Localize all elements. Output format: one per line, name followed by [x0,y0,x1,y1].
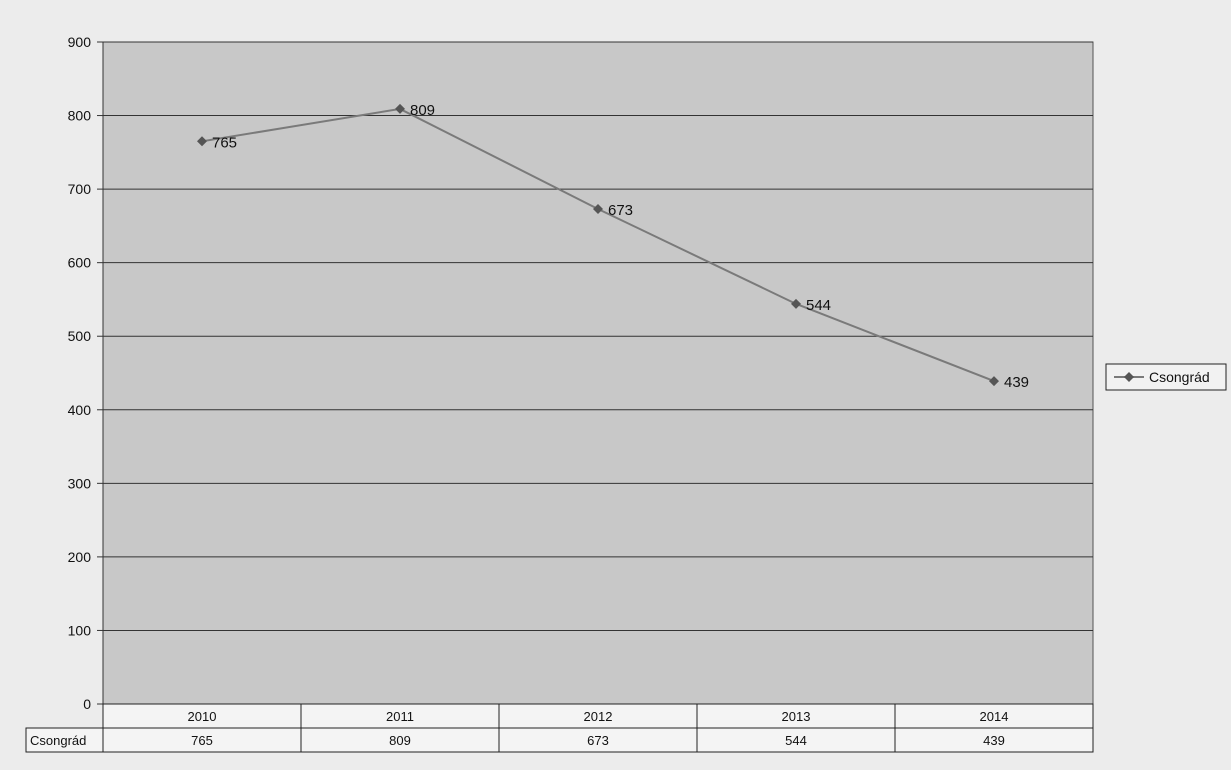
y-tick-label: 300 [68,475,92,491]
data-label-2010: 765 [212,134,237,151]
x-tick-label: 2012 [584,709,613,724]
data-label-2014: 439 [1004,374,1029,391]
y-tick-label: 100 [68,622,92,638]
data-label-2013: 544 [806,297,831,314]
data-label-2012: 673 [608,202,633,219]
series-csongrad: 765 809 673 544 439 [197,102,1029,391]
data-point-2013 [791,298,801,309]
table-value-cell: 544 [785,733,807,748]
y-tick-label: 700 [68,181,92,197]
table-value-cell: 809 [389,733,411,748]
y-tick-label: 500 [68,328,92,344]
x-tick-label: 2014 [980,709,1009,724]
data-point-2010 [197,136,207,147]
y-tick-label: 200 [68,549,92,565]
table-value-cell: 673 [587,733,609,748]
legend-label: Csongrád [1149,369,1210,385]
data-point-2011 [395,103,405,114]
legend-marker [1124,372,1134,382]
y-tick-label: 400 [68,402,92,418]
y-tick-label: 0 [83,696,91,712]
data-point-2014 [989,376,999,387]
gridlines [103,41,1093,631]
plot-area [102,41,1094,705]
table-value-cell: 439 [983,733,1005,748]
table-series-name: Csongrád [30,733,86,748]
x-tick-label: 2010 [188,709,217,724]
data-point-2012 [593,203,603,214]
legend: Csongrád [1105,363,1227,391]
y-tick-label: 900 [68,34,92,50]
data-table: 2010 2011 2012 2013 2014 Csongrád 765 809 673 544… [25,703,1094,753]
x-tick-label: 2013 [782,709,811,724]
data-label-2011: 809 [410,102,435,119]
table-series-cell [25,727,104,753]
x-tick-label: 2011 [386,709,414,724]
y-axis: 0 100 200 300 400 500 600 700 800 900 [68,34,104,712]
table-value-cell: 765 [191,733,213,748]
y-tick-label: 600 [68,255,92,271]
y-tick-label: 800 [68,108,92,124]
